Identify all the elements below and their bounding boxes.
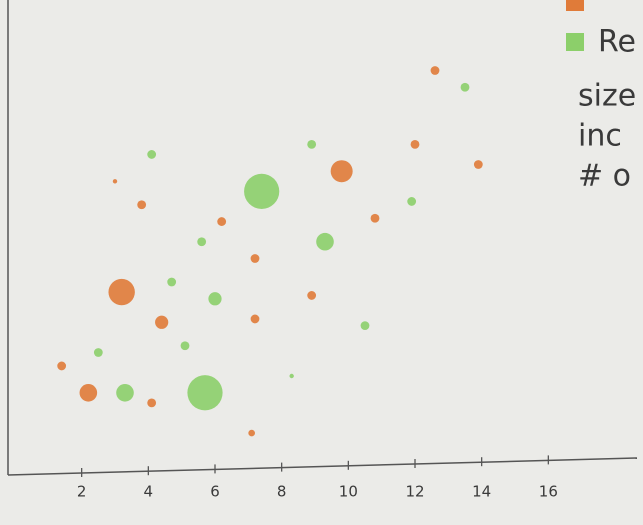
point — [197, 237, 207, 247]
point — [307, 139, 317, 149]
point — [147, 150, 157, 159]
x-tick-label: 12 — [405, 483, 424, 501]
point — [307, 291, 317, 300]
point — [430, 66, 440, 75]
point — [187, 375, 223, 411]
point — [167, 277, 177, 287]
x-tick-label: 6 — [210, 483, 220, 501]
point — [316, 232, 334, 251]
x-tick-label: 4 — [144, 483, 154, 501]
point — [407, 197, 417, 206]
legend-note: # o — [578, 159, 631, 194]
legend-swatch — [566, 33, 584, 51]
x-tick-label: 14 — [472, 483, 491, 501]
point — [208, 292, 222, 306]
point — [155, 315, 169, 329]
point — [108, 278, 135, 306]
point — [217, 217, 227, 226]
point — [410, 139, 420, 149]
legend-note: inc — [578, 119, 622, 154]
point — [473, 160, 483, 169]
point — [248, 429, 255, 437]
point — [137, 200, 147, 210]
point — [330, 160, 353, 183]
point — [289, 373, 294, 379]
point — [244, 173, 280, 209]
point — [360, 321, 370, 331]
point — [116, 383, 134, 402]
legend-swatch — [566, 0, 584, 11]
point — [79, 383, 98, 402]
x-axis — [7, 457, 638, 476]
x-tick-label: 10 — [339, 483, 358, 501]
point — [112, 179, 118, 184]
point — [250, 314, 260, 324]
legend-note: size — [578, 79, 636, 114]
point — [180, 341, 190, 351]
x-tick-label: 8 — [277, 483, 287, 501]
point — [57, 361, 67, 371]
point — [370, 213, 380, 223]
x-tick-label: 2 — [77, 483, 87, 501]
point — [147, 398, 157, 408]
point — [460, 82, 470, 92]
point — [93, 348, 103, 357]
legend-label: Re — [598, 25, 636, 60]
point — [250, 254, 260, 263]
x-tick-label: 16 — [539, 483, 558, 501]
